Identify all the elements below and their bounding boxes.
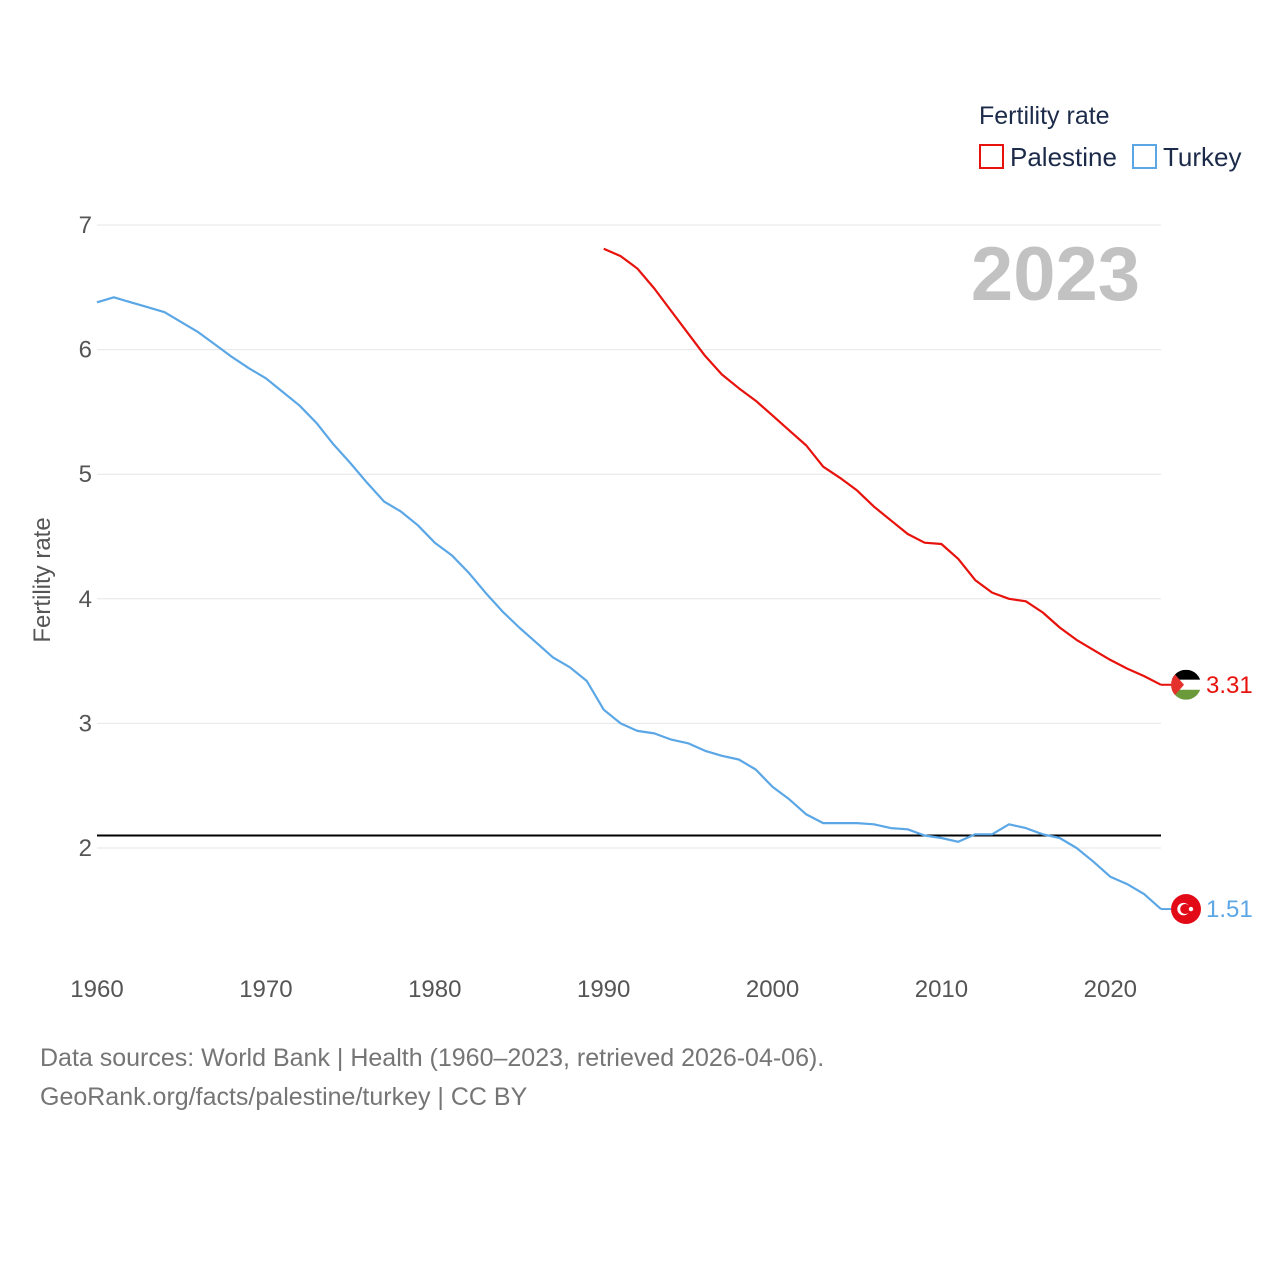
y-tick-label: 2 <box>79 835 92 862</box>
year-watermark: 2023 <box>971 232 1140 317</box>
y-tick-label: 7 <box>79 212 92 239</box>
x-tick-label: 2000 <box>746 976 799 1003</box>
turkey-flag-icon <box>1171 894 1201 925</box>
end-value-label-turkey: 1.51 <box>1206 896 1253 923</box>
x-tick-label: 1990 <box>577 976 630 1003</box>
y-tick-label: 6 <box>79 337 92 364</box>
palestine-flag-icon <box>1171 669 1201 700</box>
series-group <box>96 247 1162 910</box>
legend-label-palestine[interactable]: Palestine <box>1010 142 1117 172</box>
series-line-palestine[interactable] <box>603 247 1162 686</box>
legend-title: Fertility rate <box>979 102 1110 130</box>
legend: Fertility rate Palestine Turkey <box>979 102 1242 172</box>
x-tick-label: 1960 <box>70 976 123 1003</box>
x-tick-label: 1980 <box>408 976 461 1003</box>
tick-labels: 2 3 4 5 6 7 1960 1970 1980 1990 2000 2010 2020 <box>70 212 1137 1003</box>
y-tick-label: 5 <box>79 461 92 488</box>
legend-label-turkey[interactable]: Turkey <box>1163 142 1242 172</box>
end-value-label-palestine: 3.31 <box>1206 672 1253 699</box>
line-chart: 2 3 4 5 6 7 1960 1970 1980 1990 2000 2010 2020 3.31 1… <box>29 102 1253 1003</box>
y-tick-label: 3 <box>79 710 92 737</box>
end-markers: 3.31 1.51 <box>1161 669 1253 925</box>
legend-swatch-palestine[interactable] <box>979 144 1004 169</box>
x-tick-label: 2020 <box>1084 976 1137 1003</box>
y-axis-title: Fertility rate <box>29 517 56 642</box>
x-tick-label: 1970 <box>239 976 292 1003</box>
grid <box>97 224 1161 849</box>
data-sources-note: Data sources: World Bank | Health (1960–… <box>40 1044 825 1072</box>
legend-swatch-turkey[interactable] <box>1132 144 1157 169</box>
x-tick-label: 2010 <box>915 976 968 1003</box>
y-tick-label: 4 <box>79 586 92 613</box>
series-line-turkey[interactable] <box>96 296 1162 910</box>
attribution-link[interactable]: GeoRank.org/facts/palestine/turkey | CC … <box>40 1083 528 1111</box>
